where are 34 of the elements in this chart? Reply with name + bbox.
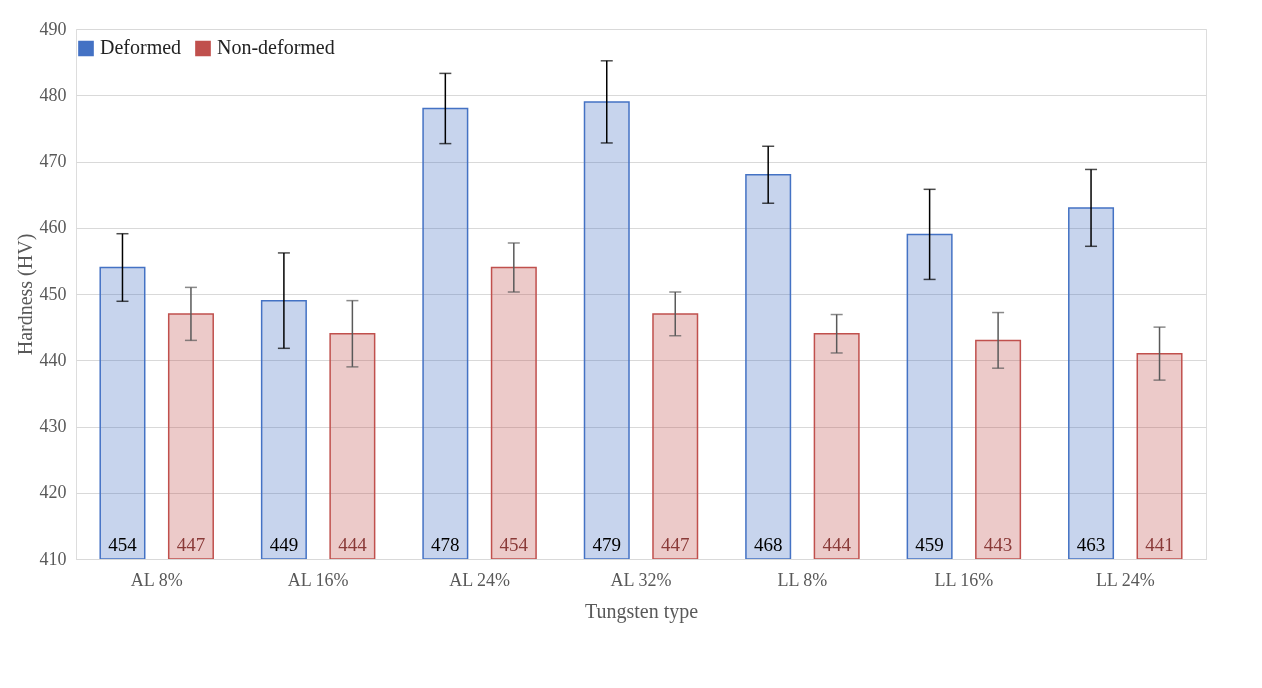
data-label: 468	[753, 534, 783, 555]
data-label: 449	[269, 534, 299, 555]
data-label: 447	[176, 534, 206, 555]
data-label: 463	[1076, 534, 1106, 555]
y-tick-label: 420	[39, 482, 67, 503]
data-label: 459	[915, 534, 944, 555]
data-label: 441	[1145, 534, 1174, 555]
y-tick-label: 460	[39, 217, 67, 238]
data-label: 478	[431, 534, 460, 555]
data-label: 444	[338, 534, 368, 555]
y-axis-title: Hardness (HV)	[13, 233, 37, 356]
x-axis-title: Tungsten type	[584, 599, 699, 623]
legend-label: Deformed	[100, 36, 182, 59]
x-tick-label: AL 16%	[287, 569, 349, 590]
y-tick-label: 440	[39, 349, 67, 370]
x-tick-label: AL 24%	[449, 569, 510, 590]
x-tick-label: LL 24%	[1095, 569, 1155, 590]
y-tick-label: 470	[39, 151, 67, 171]
data-label: 444	[822, 534, 852, 555]
x-tick-label: AL 8%	[130, 569, 183, 590]
y-tick-label: 480	[39, 84, 67, 105]
data-label: 443	[983, 534, 1013, 555]
data-label: 454	[499, 534, 529, 555]
y-tick-label: 490	[39, 18, 67, 39]
data-label: 447	[660, 534, 690, 555]
data-label: 454	[108, 534, 138, 555]
x-tick-label: LL 16%	[934, 569, 994, 590]
x-tick-label: AL 32%	[610, 569, 672, 590]
x-tick-label: LL 8%	[777, 569, 828, 590]
y-tick-label: 430	[39, 416, 67, 436]
y-tick-label: 450	[39, 283, 67, 304]
data-label: 479	[592, 534, 622, 555]
legend-label: Non-deformed	[217, 36, 335, 59]
y-tick-label: 410	[39, 548, 67, 569]
